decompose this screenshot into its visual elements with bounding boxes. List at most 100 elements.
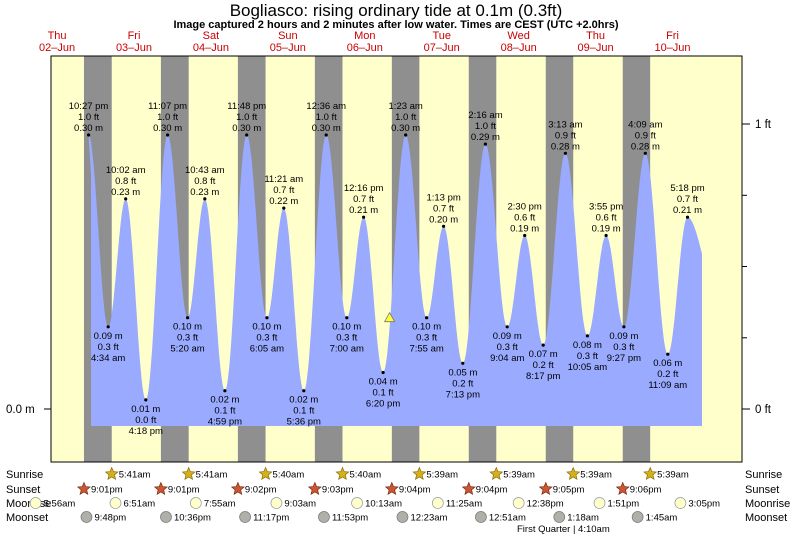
tide-time: 11:07 pm (148, 101, 187, 112)
tide-marker (585, 334, 590, 338)
tide-time: 11:21 am (264, 174, 303, 185)
sunset-event: 9:04pm (476, 485, 508, 496)
high-tide-point: 1:23 am1.0 ft0.30 m (389, 101, 423, 137)
tide-height-ft: 0.3 ft (177, 333, 198, 344)
tide-time: 3:13 am (548, 119, 582, 130)
tide-time: 6:20 pm (366, 398, 400, 409)
sunset-time: 9:01pm (168, 485, 200, 496)
tide-height-ft: 0.2 ft (452, 378, 473, 389)
day-date: 05–Jun (270, 42, 306, 54)
moonset-icon (160, 511, 172, 523)
sunrise-icon (489, 466, 504, 481)
day-date: 06–Jun (347, 42, 383, 54)
sunset-time: 9:01pm (91, 485, 123, 496)
tide-marker (302, 389, 306, 393)
tide-marker (106, 325, 110, 329)
moonset-time: 11:17pm (253, 513, 289, 524)
plot-frame (50, 55, 743, 463)
low-tide-point: 0.10 m0.3 ft7:00 am (330, 316, 364, 355)
tide-time: 12:36 am (306, 101, 346, 112)
moonrise-time: 10:13am (365, 499, 402, 510)
tide-time: 1:13 pm (426, 192, 460, 203)
tide-height-m: 0.07 m (529, 349, 558, 360)
tide-height-ft: 0.6 ft (514, 212, 535, 223)
low-tide-point: 0.05 m0.2 ft7:13 pm (446, 361, 480, 400)
sunset-icon (461, 481, 476, 496)
high-tide-point: 4:09 am0.9 ft0.28 m (628, 119, 663, 155)
sunset-icon (384, 481, 399, 496)
tide-marker (223, 389, 227, 393)
tide-height-m: 0.30 m (153, 123, 182, 134)
tide-marker (124, 197, 128, 201)
tide-height-m: 0.30 m (391, 123, 420, 134)
tide-marker (324, 133, 328, 137)
tide-height-m: 0.09 m (94, 331, 123, 342)
sunrise-time: 5:41am (196, 470, 228, 481)
tide-height-ft: 0.3 ft (98, 342, 119, 353)
moonrise-icon (431, 497, 444, 509)
low-tide-point: 0.02 m0.1 ft5:36 pm (287, 389, 321, 428)
low-tide-point: 0.09 m0.3 ft4:34 am (91, 325, 125, 364)
sunrise-icon (181, 466, 196, 481)
sunrise-icon (335, 466, 350, 481)
moonset-icon (318, 511, 330, 523)
sunset-icon (307, 481, 322, 496)
tide-time: 4:59 pm (208, 417, 242, 428)
moonset-time: 1:45am (646, 513, 678, 524)
moonset-icon (631, 511, 644, 523)
low-tide-point: 0.07 m0.2 ft8:17 pm (526, 343, 560, 382)
sunset-time: 9:05pm (553, 485, 585, 496)
tide-height-ft: 1.0 ft (475, 121, 496, 132)
current-tide-marker (383, 311, 396, 323)
tide-time: 4:09 am (628, 119, 662, 130)
tide-time: 11:48 pm (227, 101, 266, 112)
high-tide-point: 10:02 am0.8 ft0.23 m (106, 165, 146, 201)
moonset-time: 9:48pm (94, 513, 126, 524)
tide-marker (442, 224, 446, 228)
sunrise-time: 5:39am (426, 470, 458, 481)
sunrise-event: 5:40am (273, 470, 305, 481)
tide-time: 6:05 am (250, 344, 284, 355)
moonset-time: 12:23am (410, 513, 447, 524)
day-of-week: Sat (203, 30, 220, 42)
moonset-event: 12:51am (475, 511, 526, 524)
tide-marker (483, 142, 487, 146)
day-date: 10–Jun (654, 42, 690, 54)
tide-time: 10:27 pm (69, 101, 109, 112)
high-tide-point: 11:07 pm1.0 ft0.30 m (148, 101, 187, 137)
tide-marker (425, 316, 429, 320)
moonrise-time: 9:03am (284, 499, 316, 510)
tide-height-ft: 1.0 ft (316, 112, 337, 123)
moonset-event: 9:48pm (80, 511, 126, 524)
moonrise-event: 1:51pm (593, 497, 639, 510)
sunrise-icon (258, 466, 273, 481)
axes: 0.0 m 1 ft 0 ft (6, 119, 772, 416)
left-axis-zero-label: 0.0 m (6, 404, 35, 416)
moonrise-event: 10:13am (351, 497, 402, 510)
tide-marker (203, 197, 207, 201)
moonrise-event: 9:03am (270, 497, 316, 510)
moonrise-icon (674, 497, 687, 509)
sunrise-icon (566, 466, 581, 481)
moonrise-time: 6:51am (123, 499, 155, 510)
tide-time: 7:13 pm (446, 389, 480, 400)
high-tide-point: 10:27 pm1.0 ft0.30 m (69, 101, 109, 137)
tide-time: 4:34 am (91, 353, 125, 364)
moonrise-icon (29, 497, 42, 509)
low-tide-point: 0.10 m0.3 ft6:05 am (250, 316, 284, 355)
day-date: 03–Jun (116, 42, 152, 54)
tide-height-ft: 0.3 ft (497, 342, 518, 353)
low-tide-point: 0.04 m0.1 ft6:20 pm (366, 370, 400, 409)
sunset-event: 9:01pm (91, 485, 123, 496)
tide-height-m: 0.09 m (493, 331, 522, 342)
tide-height-ft: 0.3 ft (256, 333, 277, 344)
moonset-event: 11:17pm (239, 511, 289, 524)
sunset-event: 9:06pm (630, 485, 662, 496)
tide-labels: 10:27 pm1.0 ft0.30 m0.09 m0.3 ft4:34 am1… (69, 101, 705, 437)
tide-marker (186, 316, 190, 320)
tide-height-m: 0.04 m (369, 376, 398, 387)
